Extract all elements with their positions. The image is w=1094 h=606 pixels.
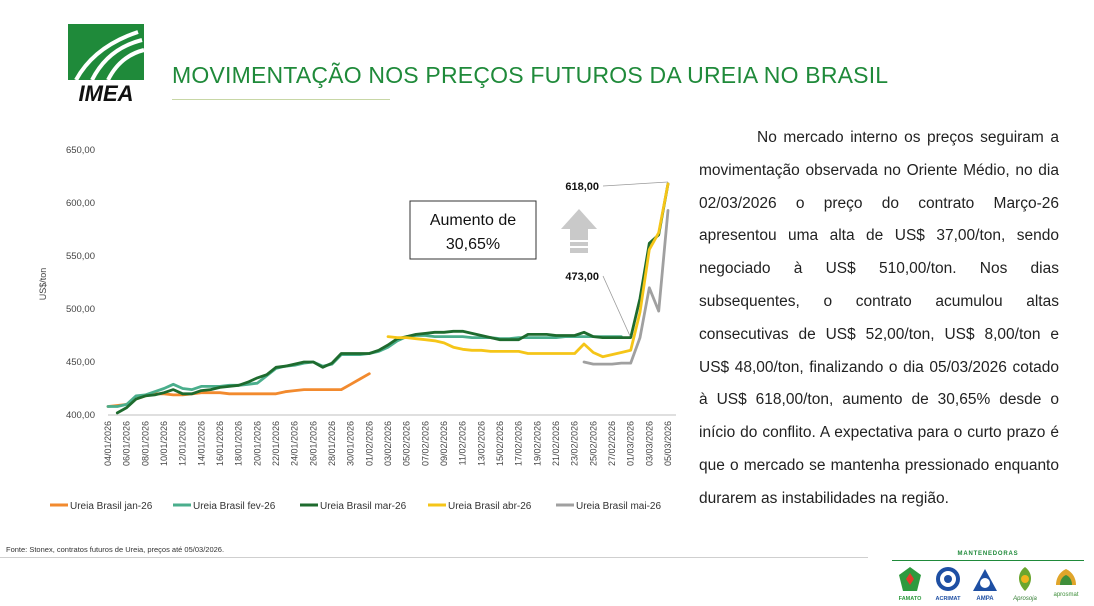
commentary-text: No mercado interno os preços seguiram a … xyxy=(699,129,1059,507)
series-line-jan-26 xyxy=(106,372,371,408)
legend-label: Ureia Brasil abr-26 xyxy=(448,501,532,512)
x-tick-label: 06/01/2026 xyxy=(122,421,132,466)
imea-logo: IMEA xyxy=(68,24,145,102)
x-tick-label: 23/02/2026 xyxy=(570,421,580,466)
x-tick-label: 05/02/2026 xyxy=(402,421,412,466)
x-tick-label: 13/02/2026 xyxy=(476,421,486,466)
sponsor-name-famato: FAMATO xyxy=(899,596,922,602)
x-tick-label: 04/01/2026 xyxy=(103,421,113,466)
x-tick-label: 25/02/2026 xyxy=(588,421,598,466)
logo-text: IMEA xyxy=(79,81,134,102)
y-tick-label: 450,00 xyxy=(66,357,95,368)
sponsor-name-acrimat: ACRIMAT xyxy=(936,596,962,602)
x-tick-label: 01/02/2026 xyxy=(364,421,374,466)
x-tick-label: 15/02/2026 xyxy=(495,421,505,466)
sponsor-logo-famato: FAMATO xyxy=(899,567,922,602)
x-tick-label: 18/01/2026 xyxy=(234,421,244,466)
x-tick-label: 28/01/2026 xyxy=(327,421,337,466)
y-tick-label: 500,00 xyxy=(66,304,95,315)
increase-callout-line1: Aumento de xyxy=(430,212,516,229)
page-title: MOVIMENTAÇÃO NOS PREÇOS FUTUROS DA UREIA… xyxy=(172,62,889,88)
source-note: Fonte: Stonex, contratos futuros de Urei… xyxy=(6,545,225,554)
x-tick-label: 26/01/2026 xyxy=(308,421,318,466)
x-tick-label: 21/02/2026 xyxy=(551,421,561,466)
sponsor-logo-aprosoja: Aprosoja xyxy=(1012,567,1038,602)
x-tick-label: 17/02/2026 xyxy=(514,421,524,466)
legend-label: Ureia Brasil jan-26 xyxy=(70,501,153,512)
x-tick-label: 07/02/2026 xyxy=(420,421,430,466)
y-tick-label: 400,00 xyxy=(66,410,95,421)
y-tick-label: 600,00 xyxy=(66,198,95,209)
sponsor-name-ampa: AMPA xyxy=(976,596,994,602)
sponsor-name-aprosoja: Aprosoja xyxy=(1012,596,1037,602)
sponsor-logo-acrimat: ACRIMAT xyxy=(936,567,962,602)
legend-label: Ureia Brasil fev-26 xyxy=(193,501,276,512)
series-line-abr-26 xyxy=(386,182,670,359)
x-tick-label: 08/01/2026 xyxy=(140,421,150,466)
sponsor-logo-aprosmat: aprosmat xyxy=(1053,569,1079,598)
x-tick-label: 12/01/2026 xyxy=(178,421,188,466)
sponsors-label: MANTENEDORAS xyxy=(957,551,1019,557)
low-value-label: 473,00 xyxy=(565,271,599,283)
urea-futures-chart: 650,00 600,00 550,00 500,00 450,00 400,00 US$… xyxy=(38,145,676,512)
x-tick-label: 10/01/2026 xyxy=(159,421,169,466)
x-tick-label: 03/02/2026 xyxy=(383,421,393,466)
sponsor-name-aprosmat: aprosmat xyxy=(1053,592,1078,598)
increase-callout-box xyxy=(409,200,537,260)
x-tick-label: 09/02/2026 xyxy=(439,421,449,466)
chart-legend: Ureia Brasil jan-26 Ureia Brasil fev-26 Ur… xyxy=(50,501,661,512)
x-tick-label: 19/02/2026 xyxy=(532,421,542,466)
x-tick-label: 24/01/2026 xyxy=(290,421,300,466)
x-tick-label: 27/02/2026 xyxy=(607,421,617,466)
low-label-leader xyxy=(602,275,631,337)
footer-divider xyxy=(0,557,868,558)
x-tick-label: 16/01/2026 xyxy=(215,421,225,466)
x-tick-label: 14/01/2026 xyxy=(196,421,206,466)
title-divider xyxy=(172,99,390,100)
sponsor-logo-ampa: AMPA xyxy=(973,569,997,602)
x-tick-label: 20/01/2026 xyxy=(252,421,262,466)
legend-label: Ureia Brasil mar-26 xyxy=(320,501,407,512)
y-tick-label: 650,00 xyxy=(66,145,95,156)
y-axis-label: US$/ton xyxy=(38,268,48,301)
x-tick-label: 05/03/2026 xyxy=(663,421,673,466)
x-axis: 04/01/2026 06/01/2026 08/01/2026 10/01/2026… xyxy=(103,421,673,466)
up-arrow-icon xyxy=(561,209,597,253)
increase-callout-line2: 30,65% xyxy=(446,236,500,253)
legend-label: Ureia Brasil mai-26 xyxy=(576,501,661,512)
x-tick-label: 22/01/2026 xyxy=(271,421,281,466)
y-tick-label: 550,00 xyxy=(66,251,95,262)
sponsors-divider xyxy=(892,560,1084,561)
x-tick-label: 01/03/2026 xyxy=(626,421,636,466)
x-tick-label: 30/01/2026 xyxy=(346,421,356,466)
x-tick-label: 11/02/2026 xyxy=(458,421,468,465)
chart-series xyxy=(106,182,670,415)
high-label-leader xyxy=(602,181,669,187)
high-value-label: 618,00 xyxy=(565,181,599,193)
x-tick-label: 03/03/2026 xyxy=(644,421,654,466)
y-axis: 650,00 600,00 550,00 500,00 450,00 400,00 xyxy=(66,145,95,421)
series-line-mar-26 xyxy=(115,182,670,415)
series-line-mai-26 xyxy=(582,209,670,366)
